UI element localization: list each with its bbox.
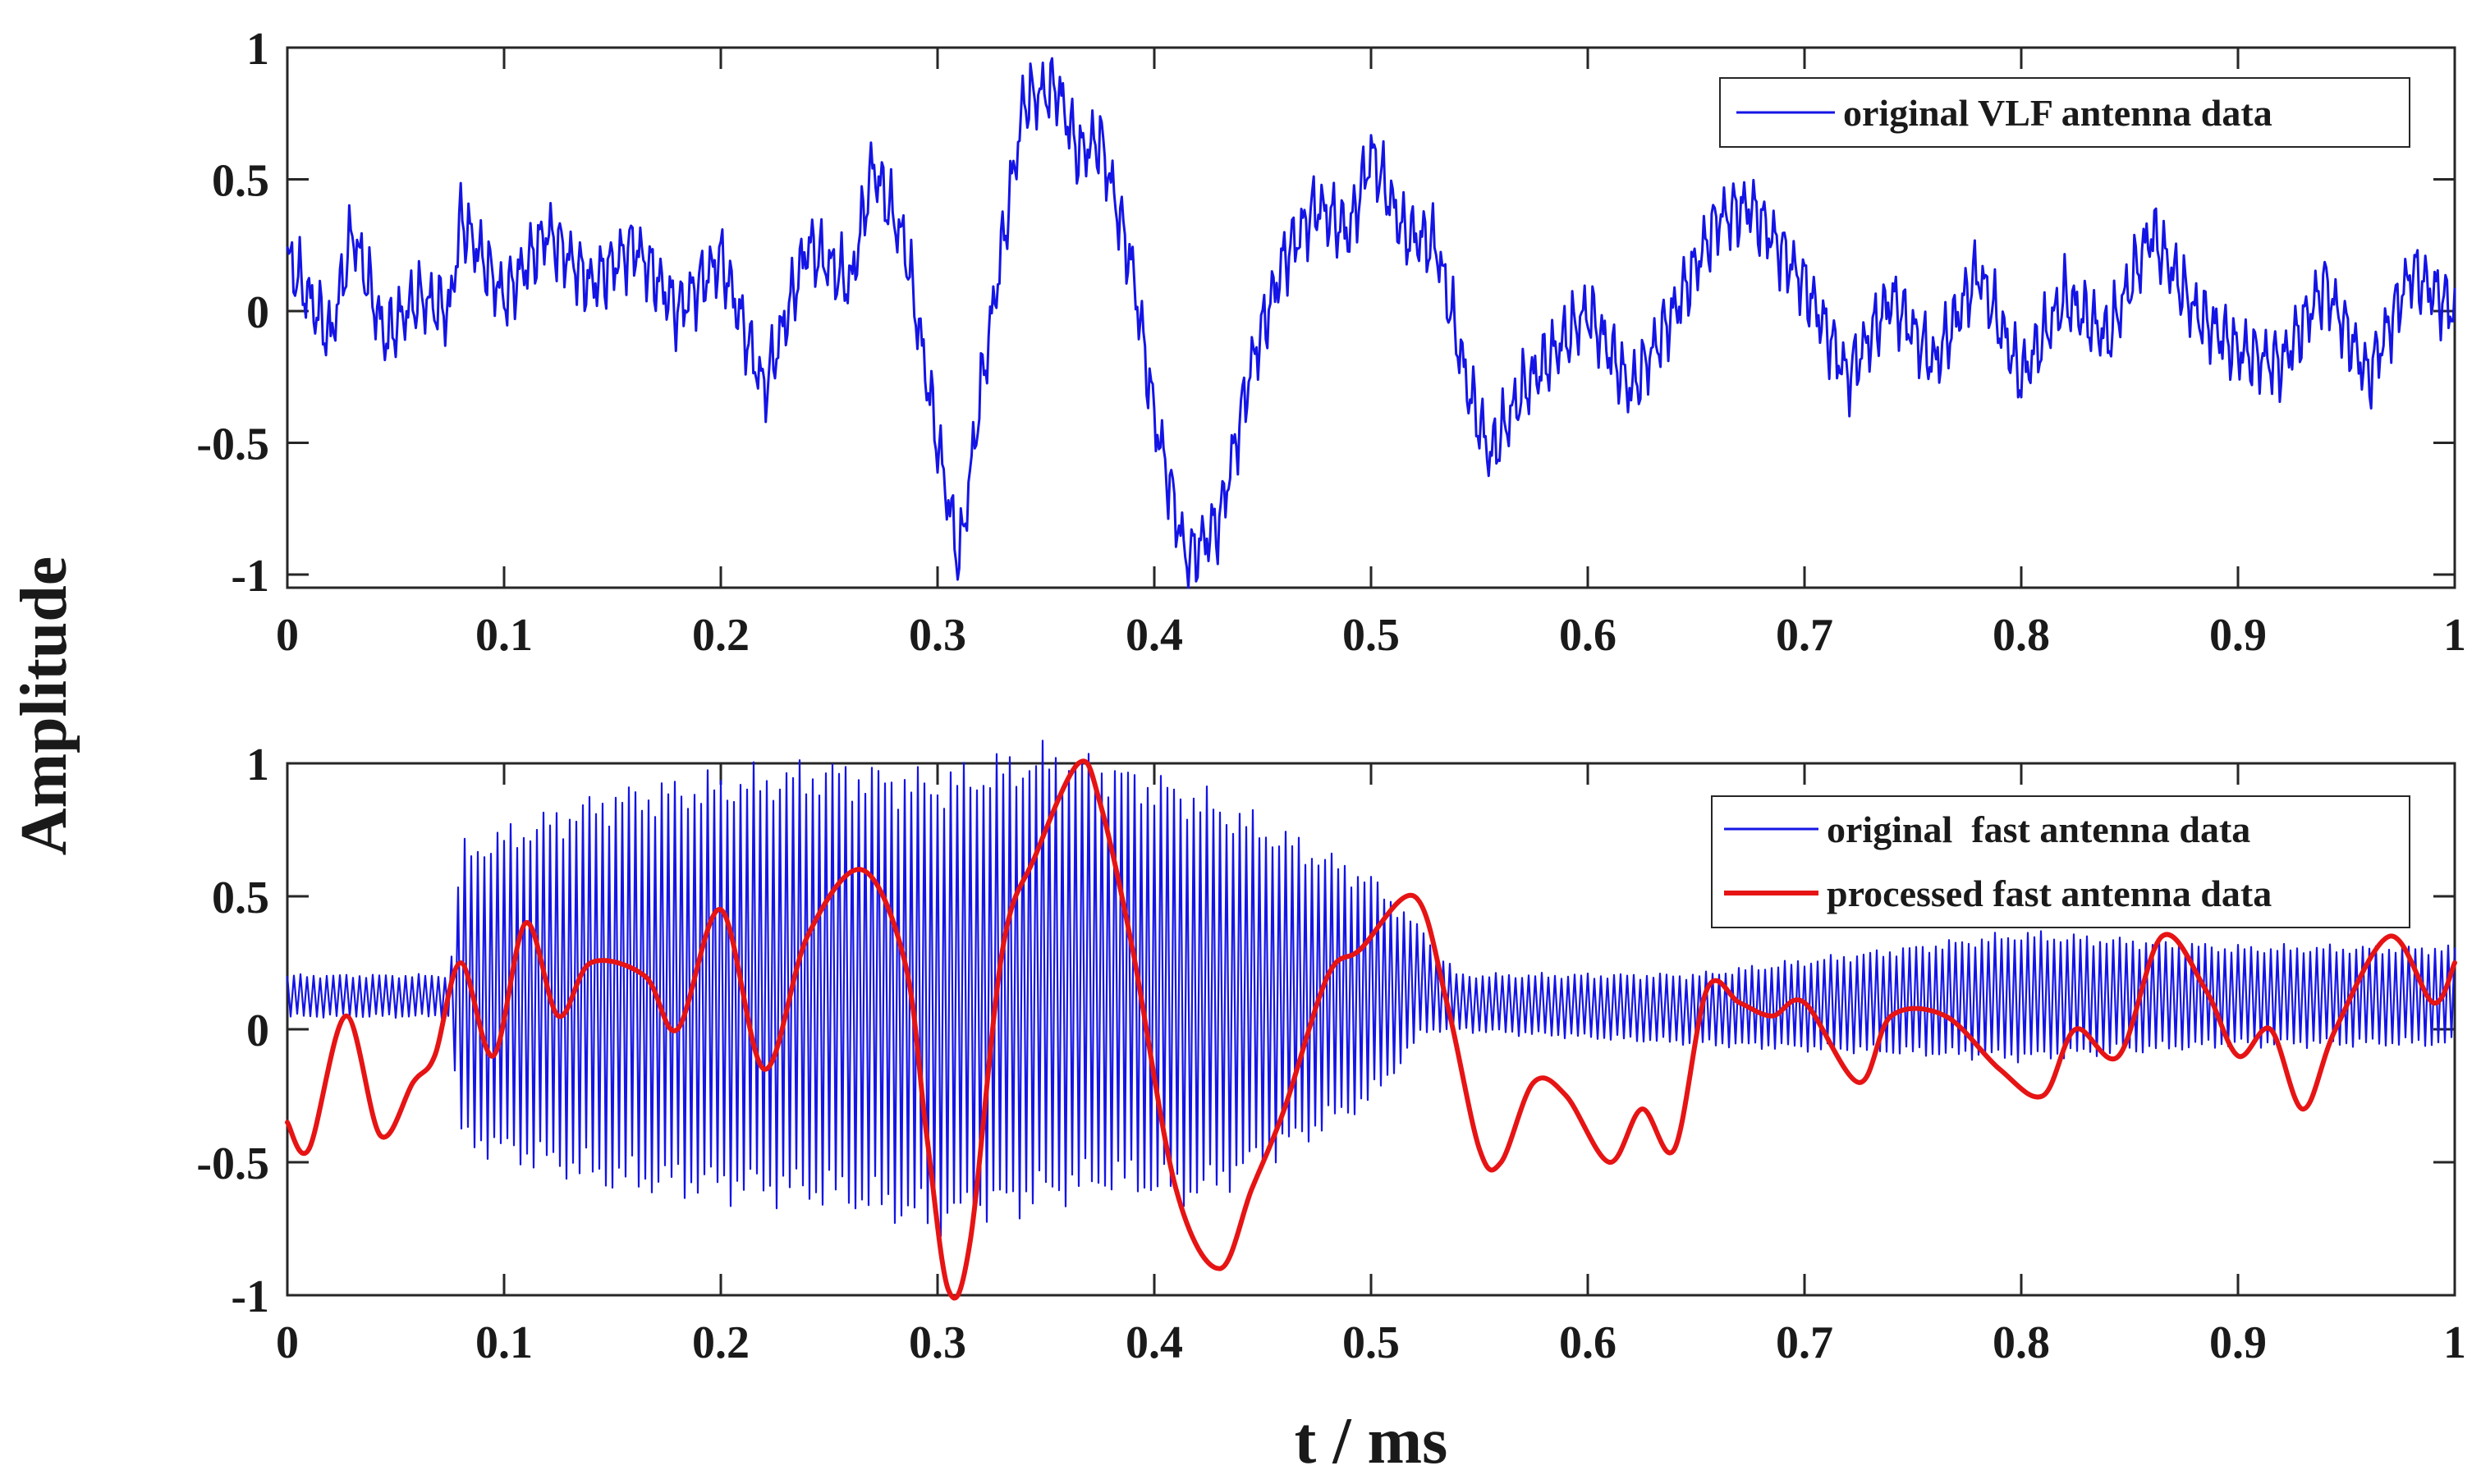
top-x-tick-label: 0.7 <box>1776 610 1833 661</box>
top-y-tick-label: -0.5 <box>196 419 269 469</box>
legend-bottom: original fast antenna data processed fas… <box>1711 795 2410 928</box>
bottom-y-tick-label: 0.5 <box>212 873 269 923</box>
chart-vlf: 0 0.1 0.2 0.3 0.4 0.5 0.6 0.7 0.8 0.9 1 -1 -0.5 0 0.5 1… <box>196 24 2466 661</box>
legend-top: original VLF antenna data <box>1719 77 2410 148</box>
top-y-tick-label: -1 <box>231 551 269 602</box>
bottom-x-tick-label: 0.3 <box>909 1317 966 1368</box>
top-x-tick-label: 0.5 <box>1342 610 1400 661</box>
series-line-original-vlf-antenna-data <box>286 57 2456 589</box>
bottom-x-tick-label: 0.5 <box>1342 1317 1400 1368</box>
bottom-x-tick-label: 1 <box>2443 1317 2466 1368</box>
bottom-data-group <box>285 740 2457 1301</box>
bottom-x-tick-label: 0.8 <box>1993 1317 2050 1368</box>
bottom-x-tick-label: 0.6 <box>1559 1317 1617 1368</box>
top-x-tick-label: 0.1 <box>475 610 533 661</box>
bottom-x-tick-label: 0.2 <box>692 1317 750 1368</box>
bottom-x-tick-label: 0.4 <box>1126 1317 1183 1368</box>
top-y-tick-label: 0 <box>246 287 269 338</box>
chart-fast: 0 0.1 0.2 0.3 0.4 0.5 0.6 0.7 0.8 0.9 1 -1 -0.5 0 0.5 1… <box>196 740 2466 1368</box>
top-x-tick-label: 1 <box>2443 610 2466 661</box>
bottom-y-tick-label: -1 <box>231 1271 269 1322</box>
top-x-tick-label: 0.9 <box>2209 610 2267 661</box>
bottom-y-tick-label: -0.5 <box>196 1138 269 1189</box>
top-x-tick-label: 0.6 <box>1559 610 1617 661</box>
bottom-x-tick-label: 0.9 <box>2209 1317 2267 1368</box>
legend-label-fast-original: original fast antenna data <box>1827 808 2250 850</box>
top-y-tick-label: 1 <box>246 24 269 75</box>
top-x-tick-label: 0.3 <box>909 610 966 661</box>
top-data-group <box>286 57 2456 589</box>
legend-box-bottom <box>1711 795 2410 928</box>
bottom-y-tick-label: 0 <box>246 1005 269 1056</box>
series-line-processed-fast-antenna-data <box>285 758 2457 1301</box>
bottom-x-tick-label: 0.1 <box>475 1317 533 1368</box>
top-tick-group: 0 0.1 0.2 0.3 0.4 0.5 0.6 0.7 0.8 0.9 1 -1 -0.5 0 0.5 1 <box>196 24 2466 661</box>
top-y-tick-label: 0.5 <box>212 155 269 206</box>
top-x-tick-label: 0.2 <box>692 610 750 661</box>
legend-label-vlf: original VLF antenna data <box>1843 92 2272 134</box>
bottom-tick-group: 0 0.1 0.2 0.3 0.4 0.5 0.6 0.7 0.8 0.9 1 -1 -0.5 0 0.5 1 <box>196 740 2466 1368</box>
series-line-original-fast-antenna-data <box>286 740 2456 1238</box>
x-axis-title: t / ms <box>1295 1405 1448 1477</box>
bottom-y-tick-label: 1 <box>246 740 269 790</box>
legend-label-fast-processed: processed fast antenna data <box>1827 873 2272 914</box>
top-x-tick-label: 0 <box>276 610 299 661</box>
top-x-tick-label: 0.8 <box>1993 610 2050 661</box>
bottom-x-tick-label: 0.7 <box>1776 1317 1833 1368</box>
y-axis-title: Amplitude <box>8 556 80 856</box>
bottom-x-tick-label: 0 <box>276 1317 299 1368</box>
top-x-tick-label: 0.4 <box>1126 610 1183 661</box>
